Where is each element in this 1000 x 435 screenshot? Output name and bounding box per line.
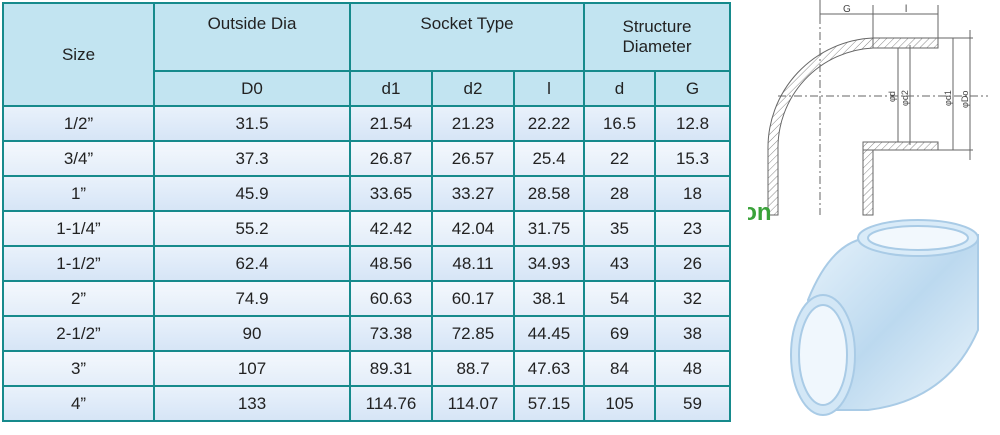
table-row: 1-1/4” 55.2 42.42 42.04 31.75 35 23 [2,210,731,247]
dimension-label: φd [887,91,897,102]
value-cell: 32 [654,280,731,317]
value-cell: 33.27 [431,175,515,212]
value-cell: 45.9 [153,175,351,212]
dimension-label: φd1 [943,90,953,106]
value-cell: 88.7 [431,350,515,387]
value-cell: 21.54 [349,105,433,142]
value-cell: 25.4 [513,140,585,177]
value-cell: 107 [153,350,351,387]
value-cell: 57.15 [513,385,585,422]
size-cell: 2-1/2” [2,315,155,352]
value-cell: 59 [654,385,731,422]
spec-table: Size Outside Dia Socket Type Structure D… [2,2,731,422]
value-cell: 44.45 [513,315,585,352]
table-row: 1-1/2” 62.4 48.56 48.11 34.93 43 26 [2,245,731,282]
value-cell: 31.5 [153,105,351,142]
value-cell: 34.93 [513,245,585,282]
value-cell: 31.75 [513,210,585,247]
value-cell: 114.76 [349,385,433,422]
value-cell: 43 [583,245,656,282]
value-cell: 21.23 [431,105,515,142]
subheader-cell: l [513,70,585,107]
table-row: 3/4” 37.3 26.87 26.57 25.4 22 15.3 [2,140,731,177]
value-cell: 26.87 [349,140,433,177]
value-cell: 35 [583,210,656,247]
value-cell: 133 [153,385,351,422]
value-cell: 42.04 [431,210,515,247]
value-cell: 48.11 [431,245,515,282]
dimension-label: φd2 [900,90,910,106]
header-cell: Structure Diameter [583,2,731,72]
subheader-cell: d1 [349,70,433,107]
value-cell: 54 [583,280,656,317]
table-row: 1/2” 31.5 21.54 21.23 22.22 16.5 12.8 [2,105,731,142]
value-cell: 23 [654,210,731,247]
value-cell: 18 [654,175,731,212]
value-cell: 38.1 [513,280,585,317]
product-illustration: G l φd φd2 φd1 φDo Von [748,0,988,416]
value-cell: 89.31 [349,350,433,387]
cross-section-drawing [767,0,988,216]
value-cell: 60.17 [431,280,515,317]
size-cell: 3” [2,350,155,387]
value-cell: 26.57 [431,140,515,177]
size-cell: 4” [2,385,155,422]
value-cell: 72.85 [431,315,515,352]
dimension-label: l [905,4,907,15]
value-cell: 26 [654,245,731,282]
watermark: Von [748,199,772,226]
value-cell: 55.2 [153,210,351,247]
pipe-photo [790,219,979,416]
subheader-cell: G [654,70,731,107]
value-cell: 33.65 [349,175,433,212]
header-cell: Outside Dia [153,2,351,72]
value-cell: 12.8 [654,105,731,142]
value-cell: 37.3 [153,140,351,177]
table-row: 2-1/2” 90 73.38 72.85 44.45 69 38 [2,315,731,352]
value-cell: 22.22 [513,105,585,142]
size-cell: 1/2” [2,105,155,142]
header-cell: Socket Type [349,2,585,72]
size-cell: 1-1/2” [2,245,155,282]
value-cell: 90 [153,315,351,352]
value-cell: 48 [654,350,731,387]
value-cell: 105 [583,385,656,422]
table-row: 2” 74.9 60.63 60.17 38.1 54 32 [2,280,731,317]
size-cell: 2” [2,280,155,317]
subheader-cell: d2 [431,70,515,107]
header-cell: Size [2,2,155,107]
table-row: 1” 45.9 33.65 33.27 28.58 28 18 [2,175,731,212]
value-cell: 74.9 [153,280,351,317]
value-cell: 47.63 [513,350,585,387]
dimension-label: G [843,4,851,15]
value-cell: 42.42 [349,210,433,247]
table-row: 3” 107 89.31 88.7 47.63 84 48 [2,350,731,387]
value-cell: 69 [583,315,656,352]
value-cell: 84 [583,350,656,387]
size-cell: 1” [2,175,155,212]
value-cell: 48.56 [349,245,433,282]
value-cell: 28.58 [513,175,585,212]
value-cell: 60.63 [349,280,433,317]
value-cell: 73.38 [349,315,433,352]
value-cell: 114.07 [431,385,515,422]
dimension-label: φDo [960,91,970,108]
value-cell: 16.5 [583,105,656,142]
value-cell: 22 [583,140,656,177]
value-cell: 62.4 [153,245,351,282]
value-cell: 38 [654,315,731,352]
subheader-cell: D0 [153,70,351,107]
subheader-row: D0 d1 d2 l d G [3,70,731,107]
subheader-cell: d [583,70,656,107]
table-row: 4” 133 114.76 114.07 57.15 105 59 [2,385,731,422]
size-cell: 1-1/4” [2,210,155,247]
size-cell: 3/4” [2,140,155,177]
value-cell: 28 [583,175,656,212]
value-cell: 15.3 [654,140,731,177]
